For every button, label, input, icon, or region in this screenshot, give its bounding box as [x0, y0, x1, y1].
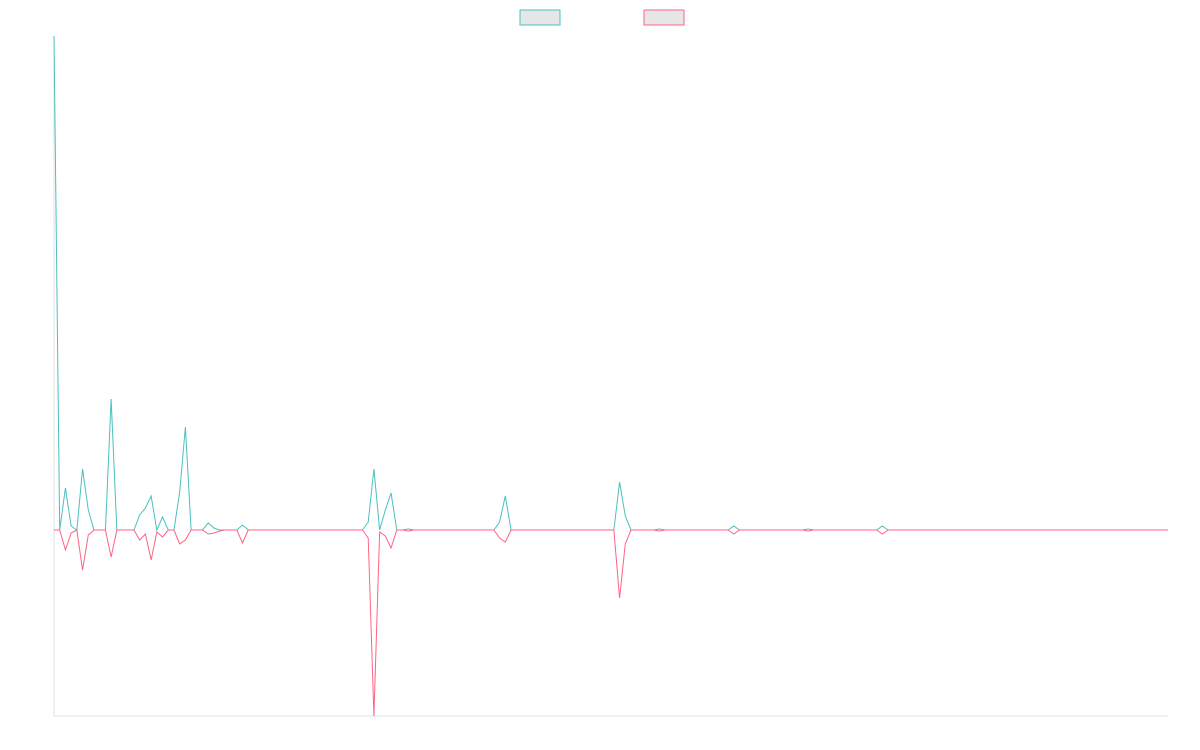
line-series: [53, 35, 1168, 532]
legend-swatch: [643, 9, 685, 26]
line-series: [54, 529, 1168, 717]
legend-swatch: [519, 9, 561, 26]
